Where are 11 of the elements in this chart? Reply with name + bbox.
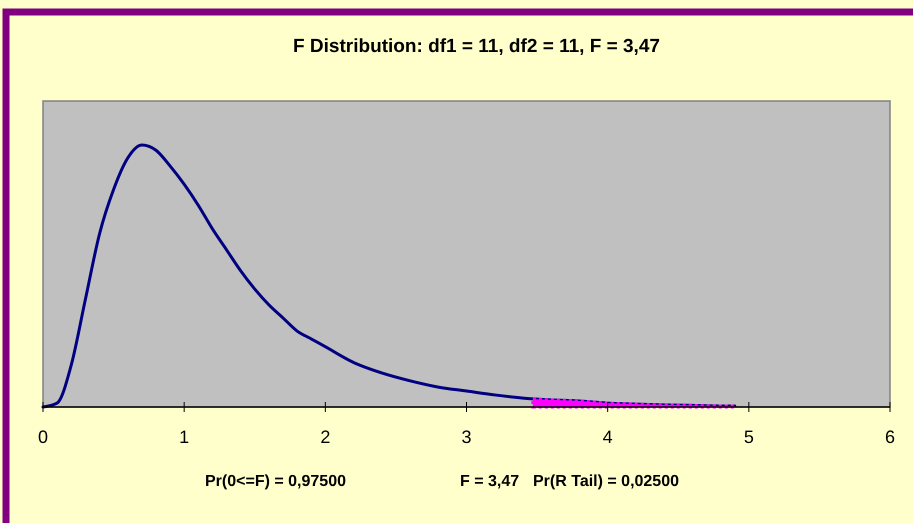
chart-title: F Distribution: df1 = 11, df2 = 11, F = 3,47 [293,36,660,57]
text: Pr(0<=F) = 0,97500 [205,473,346,490]
x-tick-label: 0 [38,427,48,447]
x-tick-label: 6 [884,427,896,447]
text: Pr(R Tail) = 0,02500 [533,473,680,490]
x-tick-label: 2 [320,427,330,447]
x-tick-label: 1 [179,427,190,447]
x-tick-label: 3 [461,427,472,447]
text: F = 3,47 [460,473,520,490]
x-tick-label: 5 [744,427,754,447]
x-tick-label: 4 [602,427,613,447]
